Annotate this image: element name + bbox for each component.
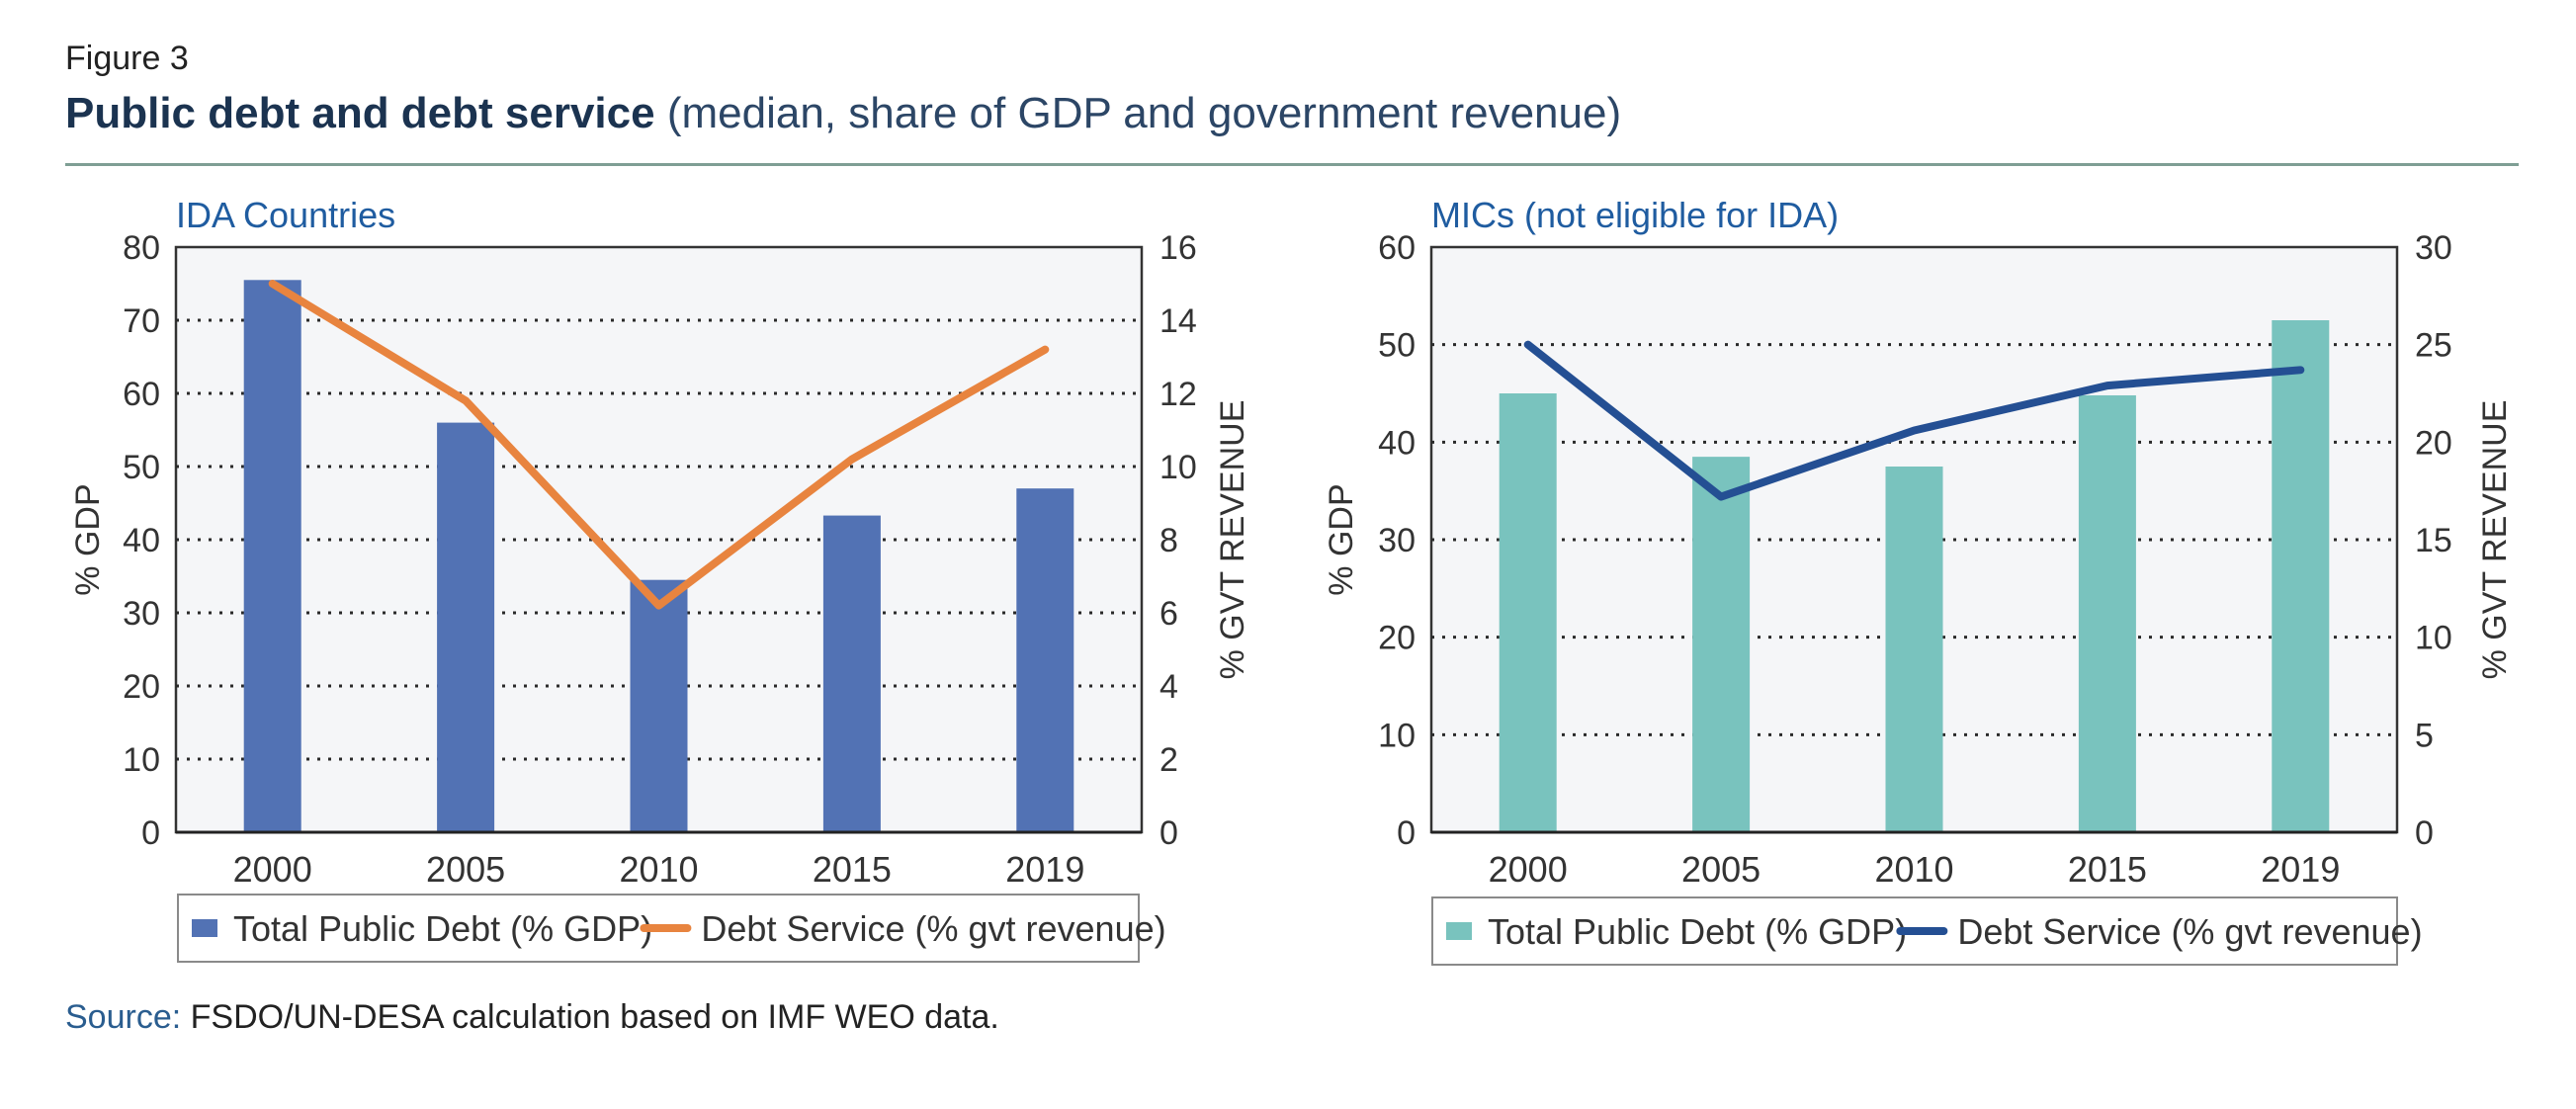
chart2-y-tick-label: 60	[1378, 229, 1416, 267]
figure-subtitle: (median, share of GDP and government rev…	[666, 89, 1622, 137]
chart2-group: MICs (not eligible for IDA)0102030405060…	[1323, 195, 2514, 966]
chart1-y2-tick-label: 14	[1159, 302, 1197, 340]
chart2-y2-tick-label: 15	[2415, 522, 2452, 559]
chart2-y2-tick-label: 0	[2415, 814, 2434, 852]
chart2-debt-service-line	[1523, 340, 2305, 501]
chart1-y-tick-label: 80	[123, 229, 160, 267]
chart2-panel-title: MICs (not eligible for IDA)	[1431, 195, 1839, 235]
chart2-y2-tick-label: 5	[2415, 717, 2434, 754]
chart2-legend-bar-swatch	[1446, 922, 1472, 940]
chart1-y-tick-label: 60	[123, 376, 160, 413]
chart1-bar-2000	[243, 280, 301, 832]
chart1-group: IDA Countries 0 10 20 30 40 50 60 70 80 0 2 4 6 8 10 12 1…	[69, 195, 1251, 963]
chart1-x-tick-label: 2010	[619, 849, 698, 890]
chart2-y-tick-label: 20	[1378, 620, 1416, 657]
chart2-y-tick-label: 0	[1397, 814, 1416, 852]
chart2-y2-tick-label: 30	[2415, 229, 2452, 267]
chart1-y-tick-label: 0	[141, 814, 160, 852]
source-note: Source: FSDO/UN-DESA calculation based o…	[65, 998, 999, 1037]
chart1-y2-tick-label: 0	[1159, 814, 1178, 852]
chart2-y-tick-label: 50	[1378, 327, 1416, 365]
chart2-y-tick-label: 30	[1378, 522, 1416, 559]
source-text: FSDO/UN-DESA calculation based on IMF WE…	[181, 998, 999, 1036]
chart1-y2-tick-label: 6	[1159, 595, 1178, 633]
chart2-bar-2019	[2272, 320, 2330, 832]
chart2-x-tick-label: 2019	[2261, 849, 2340, 890]
chart1-y-tick-label: 70	[123, 302, 160, 340]
chart2-x-tick-label: 2015	[2068, 849, 2147, 890]
chart1-debt-service-line	[268, 280, 1050, 610]
chart1-legend-line-label: Debt Service (% gvt revenue)	[701, 908, 1165, 949]
chart2-x-tick-label: 2005	[1681, 849, 1760, 890]
chart2-y2-tick-label: 25	[2415, 327, 2452, 365]
chart1-y-tick-label: 30	[123, 595, 160, 633]
chart1-panel-title: IDA Countries	[176, 195, 395, 235]
chart2-legend-line-label: Debt Service (% gvt revenue)	[1957, 911, 2422, 952]
chart1-y2-tick-label: 4	[1159, 668, 1178, 706]
chart1-x-tick-label: 2019	[1005, 849, 1084, 890]
chart2-bar-2005	[1692, 457, 1751, 832]
chart1-y-tick-label: 50	[123, 449, 160, 486]
chart2-bar-2010	[1885, 467, 1943, 832]
chart1-y-tick-label: 20	[123, 668, 160, 706]
chart1-y-tick-label: 10	[123, 741, 160, 779]
chart2-bar-2000	[1499, 393, 1557, 832]
chart2-y2-tick-label: 20	[2415, 424, 2452, 462]
chart1-bar-2019	[1016, 488, 1074, 832]
chart1-x-tick-label: 2015	[813, 849, 892, 890]
title-divider	[65, 163, 2519, 166]
chart2-y2-tick-label: 10	[2415, 620, 2452, 657]
chart2-y-tick-label: 40	[1378, 424, 1416, 462]
source-label: Source:	[65, 998, 182, 1036]
chart1-y2-tick-label: 10	[1159, 449, 1197, 486]
chart1-y-axis-label: % GDP	[69, 483, 107, 595]
chart2-bar-2015	[2078, 394, 2136, 832]
chart2-y-tick-label: 10	[1378, 717, 1416, 754]
chart2-legend-bar-label: Total Public Debt (% GDP)	[1488, 911, 1907, 952]
chart1-x-tick-label: 2000	[233, 849, 312, 890]
chart2-y2-axis-label: % GVT REVENUE	[2476, 400, 2514, 680]
chart1-y2-tick-label: 12	[1159, 376, 1197, 413]
chart2-x-tick-label: 2000	[1489, 849, 1568, 890]
chart1-bar-2015	[822, 515, 881, 832]
chart1-y2-tick-label: 16	[1159, 229, 1197, 267]
figure-title-block: Public debt and debt service (median, sh…	[65, 89, 1621, 138]
chart2-y-axis-label: % GDP	[1323, 483, 1360, 595]
chart1-bar-2005	[437, 422, 495, 832]
chart1-bar-2010	[630, 579, 688, 832]
chart1-y2-axis-label: % GVT REVENUE	[1214, 400, 1251, 680]
chart1-y-tick-label: 40	[123, 522, 160, 559]
figure-title: Public debt and debt service	[65, 89, 655, 137]
chart1-y2-tick-label: 8	[1159, 522, 1178, 559]
chart2-x-tick-label: 2010	[1874, 849, 1953, 890]
figure-label: Figure 3	[65, 40, 189, 77]
chart1-y2-tick-label: 2	[1159, 741, 1178, 779]
chart1-x-tick-label: 2005	[426, 849, 505, 890]
chart1-legend-bar-label: Total Public Debt (% GDP)	[233, 908, 652, 949]
chart1-legend-bar-swatch	[192, 919, 217, 937]
